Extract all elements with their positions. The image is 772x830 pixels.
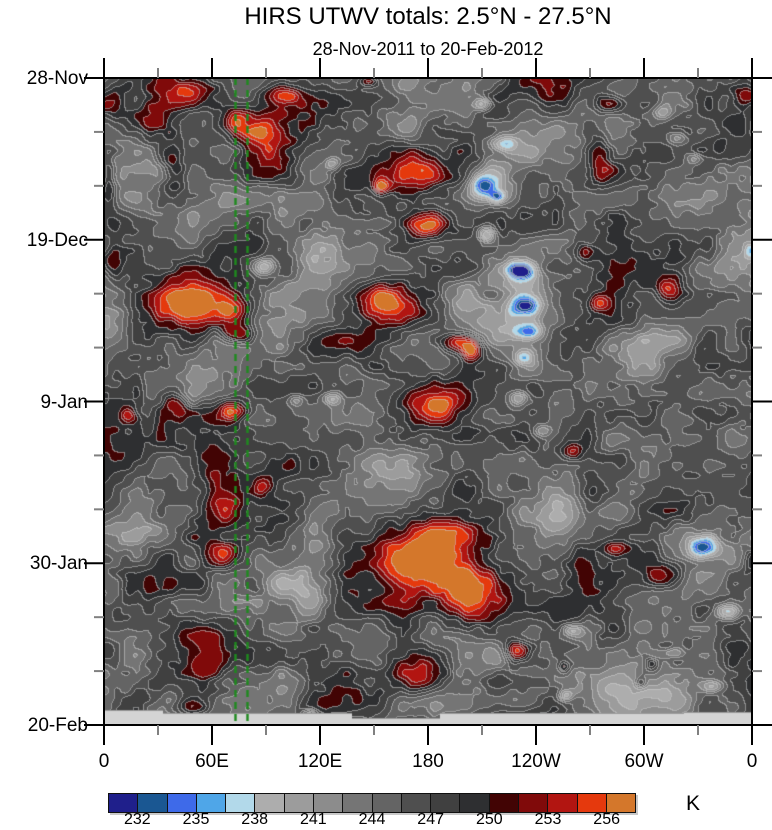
y-tick-label: 30-Jan	[29, 553, 88, 575]
colorbar-cell	[313, 793, 344, 813]
colorbar-cell	[577, 793, 607, 813]
colorbar-cell	[401, 793, 432, 813]
colorbar-tick-label: 238	[241, 811, 268, 828]
colorbar-cell	[255, 793, 285, 813]
y-tick-label: 19-Dec	[26, 229, 88, 251]
colorbar-cell	[108, 793, 139, 813]
colorbar-cell	[372, 793, 402, 813]
colorbar-cell	[284, 793, 314, 813]
colorbar-cell	[226, 793, 256, 813]
colorbar-cell	[460, 793, 490, 813]
colorbar-cell	[518, 793, 549, 813]
colorbar-cell	[196, 793, 227, 813]
colorbar-tick-label: 253	[534, 811, 562, 828]
colorbar-tick-label: 256	[593, 811, 620, 828]
x-tick-label: 120W	[511, 751, 561, 772]
colorbar-cell	[606, 793, 637, 813]
x-tick-label: 180	[412, 751, 444, 772]
page-title: HIRS UTWV totals: 2.5°N - 27.5°N	[244, 3, 612, 30]
x-tick-label: 120E	[297, 751, 343, 772]
colorbar-cell	[548, 793, 578, 813]
colorbar-tick-label: 247	[417, 811, 444, 828]
colorbar-cell	[167, 793, 197, 813]
colorbar-unit-label: K	[686, 792, 701, 815]
x-tick-label: 60E	[195, 751, 229, 772]
colorbar-tick-label: 241	[299, 811, 327, 828]
y-tick-label: 28-Nov	[26, 68, 88, 89]
colorbar-tick-label: 235	[182, 811, 210, 828]
colorbar-tick-label: 232	[123, 811, 151, 828]
colorbar-cell	[431, 793, 461, 813]
plot-subtitle: 28-Nov-2011 to 20-Feb-2012	[312, 39, 544, 59]
colorbar-tick-label: 244	[358, 811, 386, 828]
contour-field-canvas	[104, 78, 752, 725]
colorbar-cell	[489, 793, 519, 813]
colorbar-cell	[138, 793, 168, 813]
x-tick-label: 60W	[624, 751, 664, 772]
x-tick-label: 0	[98, 751, 110, 772]
x-tick-label: 0	[746, 751, 758, 772]
y-tick-label: 20-Feb	[27, 715, 88, 736]
colorbar-cell	[343, 793, 373, 813]
y-tick-label: 9-Jan	[40, 391, 88, 413]
colorbar	[108, 793, 637, 813]
colorbar-tick-label: 250	[475, 811, 503, 828]
